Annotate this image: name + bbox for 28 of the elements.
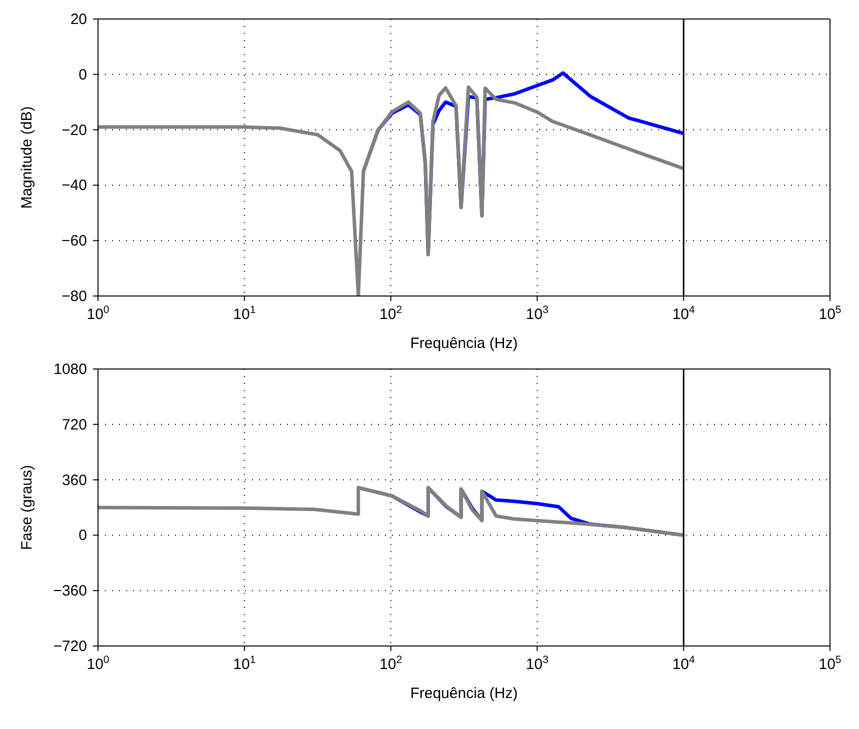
x-tick-label: 10$^{2}$ [380, 304, 402, 323]
y-tick-label: −360 [53, 582, 87, 600]
y-tick-label: −720 [53, 638, 87, 655]
x-tick-label: 10$^{2}$ [380, 654, 402, 673]
y-tick-label: 20 [70, 11, 87, 28]
y-tick-label: 720 [62, 416, 87, 434]
y-tick-label: 0 [78, 527, 87, 544]
x-tick-label: 10$^{0}$ [86, 654, 110, 673]
x-tick-label: 10$^{3}$ [526, 304, 549, 323]
y-tick-label: 0 [78, 66, 87, 84]
x-tick-label: 10$^{5}$ [818, 304, 842, 323]
y-axis-title: Magnitude (dB) [18, 106, 36, 209]
x-tick-label: 10$^{1}$ [233, 654, 256, 673]
y-tick-label: −40 [62, 177, 87, 194]
y-tick-label: −80 [62, 288, 87, 305]
y-tick-label: 1080 [54, 361, 87, 378]
x-tick-label: 10$^{1}$ [233, 304, 256, 323]
x-tick-label: 10$^{5}$ [818, 654, 842, 673]
x-tick-label: 10$^{4}$ [672, 304, 696, 323]
x-axis-title: Frequência (Hz) [410, 335, 518, 352]
x-axis-title: Frequência (Hz) [410, 685, 518, 702]
y-tick-label: −60 [62, 232, 87, 250]
x-tick-label: 10$^{0}$ [86, 304, 110, 323]
x-tick-label: 10$^{4}$ [672, 654, 696, 673]
x-tick-label: 10$^{3}$ [526, 654, 549, 673]
y-axis-title: Fase (graus) [18, 464, 36, 550]
y-tick-label: −20 [62, 122, 87, 139]
y-tick-label: 360 [62, 472, 87, 489]
